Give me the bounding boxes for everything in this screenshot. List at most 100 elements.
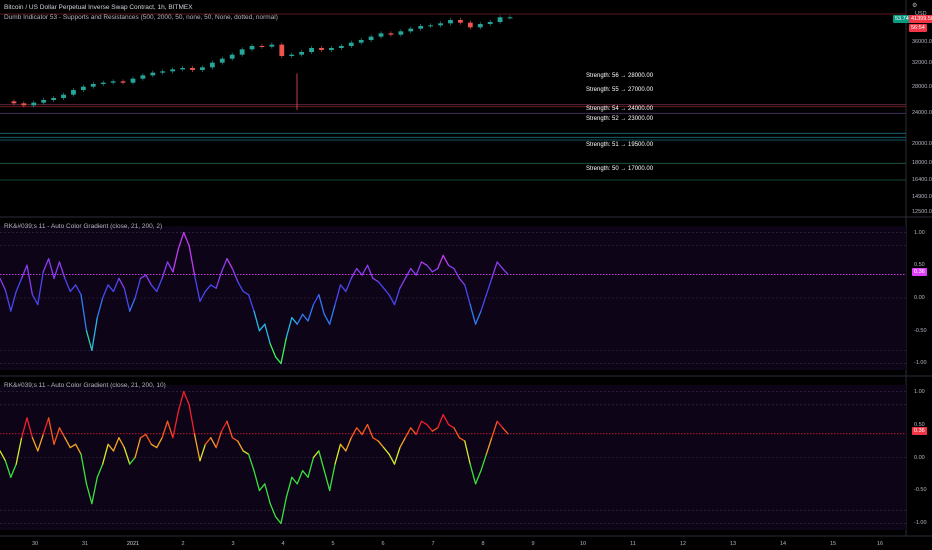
countdown-badge: 56:54 <box>909 24 927 32</box>
candle-body <box>507 17 513 19</box>
oscillator-tick-label: 0.50 <box>914 421 925 428</box>
oscillator-segment <box>237 440 244 452</box>
oscillator-segment <box>485 277 493 296</box>
oscillator-segment <box>75 284 82 296</box>
candle-body <box>110 81 116 83</box>
oscillator-segment <box>10 463 17 478</box>
oscillator-segment <box>188 244 196 276</box>
oscillator-segment <box>47 417 55 445</box>
oscillator-segment <box>361 264 369 276</box>
oscillator-segment <box>474 310 482 325</box>
oscillator-segment <box>442 254 450 266</box>
oscillator-segment <box>177 390 185 413</box>
time-tick-label: 15 <box>829 541 837 547</box>
oscillator-segment <box>26 264 34 296</box>
oscillator-segment <box>123 287 131 312</box>
oscillator-segment <box>112 277 120 293</box>
oscillator-segment <box>274 516 282 525</box>
oscillator-segment <box>69 284 77 293</box>
oscillator-segment <box>366 423 374 439</box>
oscillator-segment <box>464 440 471 465</box>
candle-body <box>80 86 86 90</box>
oscillator-segment <box>247 453 255 472</box>
candle-body <box>378 33 384 37</box>
symbol-title: Bitcoin / US Dollar Perpetual Inverse Sw… <box>4 4 193 11</box>
strength-label: Strength: 56 → 28000.00 <box>586 73 654 79</box>
oscillator-segment <box>237 280 244 293</box>
candle-body <box>319 48 324 50</box>
time-tick-label: 7 <box>431 541 435 547</box>
candle-body <box>51 98 57 100</box>
oscillator-tick-label: 0.50 <box>914 262 925 269</box>
oscillator-segment <box>37 433 44 452</box>
pane3-indicator-title: RK&#039;s 11 - Auto Color Gradient (clos… <box>4 382 166 389</box>
oscillator-segment <box>383 287 390 296</box>
oscillator-segment <box>388 294 396 306</box>
oscillator-tick-label: 1.00 <box>914 388 925 395</box>
oscillator-segment <box>437 414 444 429</box>
candle-body <box>398 31 404 35</box>
candle-body <box>219 58 225 63</box>
oscillator-segment <box>172 410 179 439</box>
oscillator-segment <box>199 443 207 462</box>
candle-body <box>239 49 245 55</box>
time-tick-label: 12 <box>679 541 687 547</box>
oscillator-segment <box>285 316 293 338</box>
oscillator-segment <box>280 336 288 365</box>
oscillator-segment <box>366 264 374 280</box>
candle-body <box>467 22 473 28</box>
oscillator-segment <box>496 420 504 429</box>
oscillator-segment <box>415 261 423 276</box>
candle-body <box>329 48 334 50</box>
last-price-badge: 41399.50 <box>909 15 932 23</box>
oscillator-segment <box>183 231 190 247</box>
candle-body <box>438 23 443 26</box>
candle-body <box>497 17 503 22</box>
oscillator-segment <box>415 420 423 436</box>
oscillator-segment <box>31 294 39 306</box>
oscillator-segment <box>420 261 428 266</box>
oscillator-segment <box>193 274 201 302</box>
oscillator-segment <box>166 261 174 273</box>
strength-label: Strength: 51 → 19500.00 <box>586 142 654 148</box>
candle-body <box>249 46 255 50</box>
oscillator-segment <box>323 470 331 492</box>
oscillator-segment <box>496 261 504 270</box>
oscillator-pane-1[interactable] <box>0 226 906 370</box>
oscillator-segment <box>75 443 82 455</box>
oscillator-segment <box>193 433 201 462</box>
oscillator-segment <box>361 423 369 436</box>
price-pane[interactable] <box>0 0 932 537</box>
oscillator-tick-label: -0.50 <box>914 487 927 494</box>
price-tick-label: 18000.00 <box>912 160 932 166</box>
oscillator-segment <box>301 470 309 478</box>
oscillator-segment <box>210 437 217 449</box>
oscillator-segment <box>247 294 255 312</box>
oscillator-segment <box>426 264 433 273</box>
time-tick-label: 31 <box>81 541 89 547</box>
oscillator-segment <box>312 450 320 459</box>
candle-body <box>477 24 483 28</box>
candle-body <box>428 25 434 27</box>
oscillator-segment <box>431 267 439 273</box>
price-tick-label: 28000.00 <box>912 84 932 90</box>
oscillator-segment <box>10 290 17 312</box>
oscillator-segment <box>215 271 223 289</box>
time-tick-label: 11 <box>630 541 636 547</box>
oscillator-segment <box>318 294 325 316</box>
oscillator-segment <box>96 463 104 478</box>
oscillator-segment <box>480 294 488 312</box>
candle-body <box>160 71 166 73</box>
oscillator-segment <box>220 258 228 273</box>
oscillator-segment <box>323 313 331 325</box>
oscillator-segment <box>4 289 12 312</box>
settings-icon[interactable]: ⚙ <box>912 3 918 9</box>
oscillator-segment <box>269 502 277 518</box>
oscillator-pane-2[interactable] <box>0 385 906 530</box>
oscillator-segment <box>53 427 61 445</box>
candle-body <box>338 46 344 48</box>
oscillator-segment <box>139 274 147 280</box>
oscillator-segment <box>129 297 136 312</box>
oscillator-segment <box>410 267 417 276</box>
